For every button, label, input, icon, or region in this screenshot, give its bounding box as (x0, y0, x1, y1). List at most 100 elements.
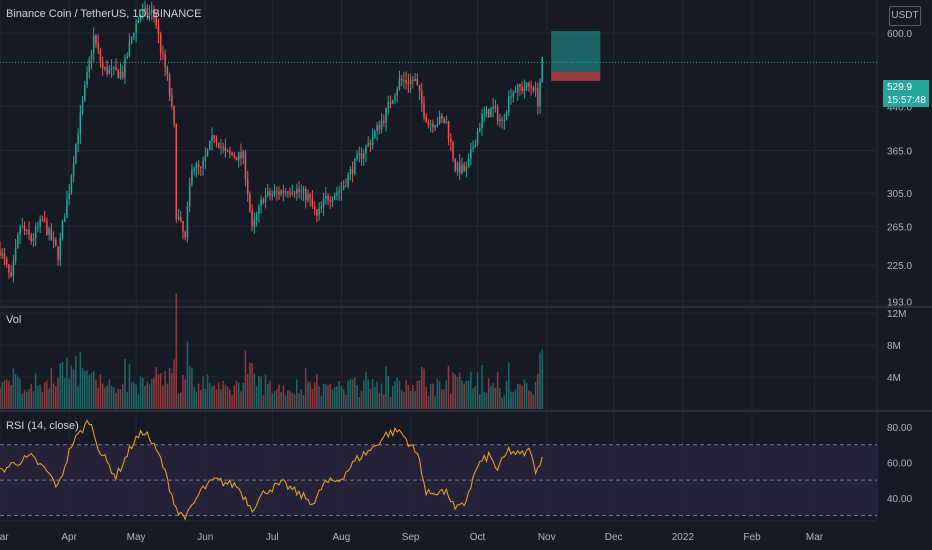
candle-body (121, 72, 124, 78)
currency-button[interactable]: USDT (889, 6, 921, 26)
candle-body (443, 118, 445, 124)
x-tick-label: Mar (0, 532, 9, 543)
candle-body (309, 194, 311, 199)
candle-body (262, 199, 265, 203)
candle-body (508, 96, 510, 113)
volume-bar (242, 382, 245, 409)
candle-body (472, 147, 474, 149)
volume-bar (264, 374, 267, 409)
last-price-value: 529.9 (887, 82, 913, 93)
volume-bar (233, 385, 236, 409)
candle-body (514, 92, 517, 94)
candle-body (492, 106, 494, 109)
candle-body (275, 191, 278, 193)
volume-bar (523, 379, 526, 409)
volume-bar (338, 380, 340, 409)
volume-bar (427, 396, 430, 409)
candle-body (322, 198, 325, 207)
volume-bar (541, 349, 544, 409)
volume-bar (193, 387, 195, 409)
candle-body (458, 162, 461, 174)
candle-body (186, 206, 189, 238)
candle-body (220, 146, 222, 148)
candle-body (46, 221, 48, 235)
volume-bar (458, 372, 461, 409)
candle-body (244, 151, 247, 180)
volume-bar (21, 393, 24, 409)
volume-bar (371, 379, 374, 409)
candle-body (68, 192, 70, 200)
volume-bar (166, 383, 169, 409)
volume-bar (195, 391, 198, 409)
volume-bar (298, 393, 300, 409)
volume-bar (398, 380, 401, 409)
volume-bar (177, 393, 180, 409)
volume-bar (309, 381, 311, 409)
candle-body (519, 83, 521, 88)
candle-body (237, 152, 240, 161)
chart-title: Binance Coin / TetherUS, 1D, BINANCE (6, 8, 202, 20)
candle-body (371, 137, 374, 146)
volume-bar (307, 381, 309, 409)
volume-bar (139, 376, 142, 409)
volume-bar (115, 392, 117, 409)
volume-bar (320, 395, 323, 409)
candle-body (454, 158, 457, 171)
candle-body (403, 80, 405, 82)
candle-body (184, 231, 186, 238)
volume-bar (19, 378, 21, 409)
candle-body (400, 78, 403, 81)
candle-body (179, 217, 182, 222)
volume-bar (525, 382, 528, 409)
volume-bar (217, 381, 220, 409)
candle-body (37, 226, 39, 228)
volume-bar (443, 389, 445, 409)
candle-body (416, 78, 419, 86)
candle-body (501, 119, 503, 121)
candle-body (8, 264, 10, 273)
volume-bar (407, 384, 410, 409)
candle-body (150, 9, 153, 13)
volume-bar (456, 376, 459, 409)
volume-bar (30, 384, 33, 409)
candle-body (412, 80, 414, 82)
candle-body (367, 142, 369, 146)
candle-body (510, 96, 512, 98)
candle-body (429, 123, 432, 125)
volume-bar (240, 391, 242, 409)
volume-bar (262, 395, 265, 409)
volume-bar (108, 379, 111, 409)
candle-body (249, 194, 251, 211)
candle-body (211, 135, 213, 142)
volume-bar (171, 373, 173, 409)
volume-bar (144, 385, 146, 409)
volume-bar (5, 379, 8, 409)
candle-body (59, 237, 62, 260)
volume-bar (79, 351, 82, 409)
volume-bar (342, 389, 345, 409)
volume-bar (387, 376, 390, 409)
volume-bar (48, 388, 50, 409)
candle-body (436, 123, 439, 126)
volume-bar (231, 395, 233, 409)
candle-body (92, 35, 95, 53)
volume-bar (229, 389, 231, 409)
volume-bar (376, 381, 378, 409)
volume-bar (95, 379, 97, 409)
candle-body (200, 166, 202, 168)
candle-body (541, 57, 544, 82)
volume-bar (251, 363, 253, 409)
volume-bar (206, 374, 209, 409)
candle-body (63, 217, 66, 222)
candle-body (110, 67, 113, 70)
candle-body (253, 219, 256, 227)
candle-body (193, 168, 195, 170)
volume-bar (133, 382, 135, 409)
candle-body (374, 131, 376, 138)
volume-bar (106, 385, 108, 409)
candle-body (90, 52, 93, 60)
x-tick-label: Aug (333, 532, 351, 543)
candle-body (86, 71, 88, 85)
price-tick-label: 440.0 (887, 102, 912, 113)
